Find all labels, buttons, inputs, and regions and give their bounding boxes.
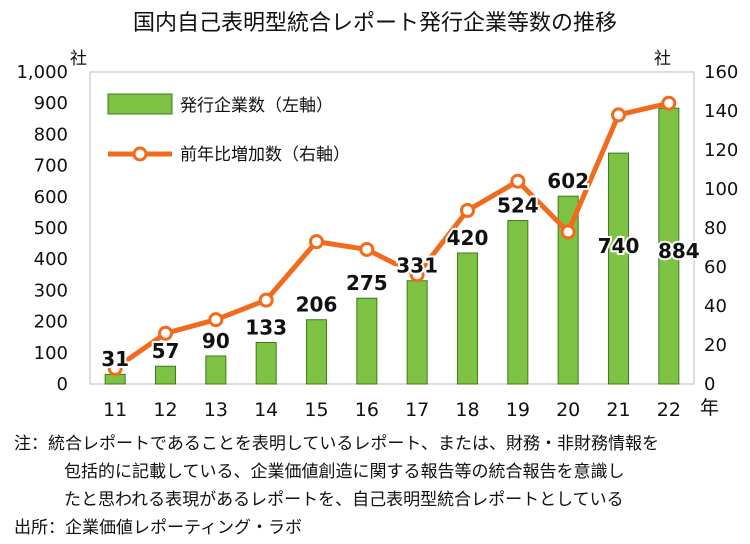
- x-tick-label: 13: [204, 399, 228, 421]
- y-left-tick-label: 0: [57, 374, 68, 395]
- line-point: [560, 224, 576, 240]
- y-left-tick-label: 900: [34, 93, 68, 114]
- y-right-tick-label: 0: [704, 374, 715, 395]
- y-left-tick-label: 400: [34, 249, 68, 270]
- y-right-tick-label: 140: [704, 101, 738, 122]
- bar-value-label: 57: [152, 339, 180, 363]
- line-point: [359, 241, 375, 257]
- bar-value-label: 331: [396, 254, 438, 278]
- bar: [205, 355, 227, 385]
- bar: [608, 152, 629, 385]
- bar-value-labels: 31 57 90 133 206 275 331 420 524 602 740 884: [99, 167, 701, 373]
- y-right-tick-label: 160: [704, 62, 738, 83]
- x-tick-label: 18: [455, 399, 479, 421]
- line-point: [510, 173, 526, 189]
- y-left-tick-label: 700: [34, 156, 68, 177]
- y-left-tick-label: 200: [34, 312, 68, 333]
- bar-value-label: 420: [447, 226, 489, 250]
- bar-value-label: 602: [547, 169, 589, 193]
- line-point: [107, 360, 123, 376]
- chart: 国内自己表明型統合レポート発行企業等数の推移 社 社 0100200300400…: [16, 11, 738, 421]
- y-right-tick-label: 120: [704, 140, 738, 161]
- bar-value-label: 740: [598, 234, 640, 258]
- x-tick-label: 20: [556, 399, 580, 421]
- x-tick-label: 15: [304, 399, 328, 421]
- y-right-tick-label: 40: [704, 296, 727, 317]
- x-tick-label: 21: [606, 399, 630, 421]
- line-point: [611, 107, 626, 123]
- bar: [255, 342, 277, 385]
- source-note: 出所：企業価値レポーティング・ラボ: [14, 518, 302, 538]
- bar-value-label: 275: [346, 271, 388, 295]
- bar-value-label: 206: [296, 293, 338, 317]
- bar-value-label: 884: [658, 239, 700, 263]
- y-right-tick-label: 100: [704, 179, 738, 200]
- y-left-tick-label: 500: [34, 218, 68, 239]
- plot-frame: [89, 71, 695, 385]
- y-left-unit: 社: [70, 49, 87, 69]
- x-tick-label: 17: [405, 399, 429, 421]
- x-tick-label: 11: [103, 399, 127, 421]
- bar-series: [104, 107, 680, 385]
- note-line-3: たと思われる表現があるレポートを、自己表明型統合レポートとしている: [64, 490, 624, 510]
- line-point: [158, 325, 173, 341]
- legend-line-label: 前年比増加数（右軸）: [180, 145, 350, 165]
- line-point: [460, 202, 475, 218]
- line-series: [107, 95, 677, 376]
- legend-bar-label: 発行企業数（左軸）: [180, 96, 333, 116]
- x-tick-label: 19: [506, 399, 530, 421]
- y-left-tick-label: 300: [34, 280, 68, 301]
- y-right-tick-label: 60: [704, 257, 727, 278]
- x-unit: 年: [700, 397, 719, 419]
- legend-bar-swatch: [107, 93, 173, 115]
- y-left-tick-label: 100: [34, 343, 68, 364]
- x-tick-label: 14: [254, 399, 278, 421]
- line-point: [309, 234, 324, 250]
- bar: [507, 220, 529, 385]
- note-line-1: 注：統合レポートであることを表明しているレポート、または、財務・非財務情報を: [14, 434, 659, 454]
- line-point: [661, 95, 677, 111]
- x-tick-label: 22: [657, 399, 681, 421]
- bar-value-label: 90: [202, 329, 230, 353]
- legend: 発行企業数（左軸） 前年比増加数（右軸）: [107, 93, 350, 165]
- line-point: [208, 312, 224, 328]
- bar-value-label: 524: [497, 194, 539, 218]
- y-left-tick-label: 600: [34, 187, 68, 208]
- x-tick-label: 16: [355, 399, 379, 421]
- y-right-axis: 0 20 40 60 80 100 120 140 160: [704, 62, 738, 395]
- x-tick-label: 12: [153, 399, 177, 421]
- y-right-tick-label: 20: [704, 335, 727, 356]
- notes: 注：統合レポートであることを表明しているレポート、または、財務・非財務情報を 包…: [14, 430, 739, 542]
- legend-line-marker: [132, 146, 148, 162]
- y-left-tick-label: 1,000: [16, 62, 68, 83]
- bar-value-label: 31: [101, 347, 129, 371]
- y-right-unit: 社: [654, 49, 671, 69]
- bar: [457, 252, 478, 385]
- x-axis: 11 12 13 14 15 16 17 18 19 20 21 22: [103, 399, 681, 421]
- line-point: [409, 267, 425, 283]
- line-path: [113, 100, 670, 371]
- bar: [306, 319, 327, 385]
- bar: [406, 280, 428, 385]
- bar-value-label: 133: [245, 316, 287, 340]
- y-left-axis: 0 100 200 300 400 500 600 700 800 900 1,000: [16, 62, 68, 395]
- y-left-tick-label: 800: [34, 124, 68, 145]
- bar: [155, 365, 176, 385]
- chart-title: 国内自己表明型統合レポート発行企業等数の推移: [133, 11, 617, 36]
- bar: [356, 297, 378, 385]
- y-right-tick-label: 80: [704, 218, 727, 239]
- bar: [557, 195, 579, 385]
- line-point: [258, 292, 274, 308]
- note-line-2: 包括的に記載している、企業価値創造に関する報告等の統合報告を意識し: [64, 462, 625, 482]
